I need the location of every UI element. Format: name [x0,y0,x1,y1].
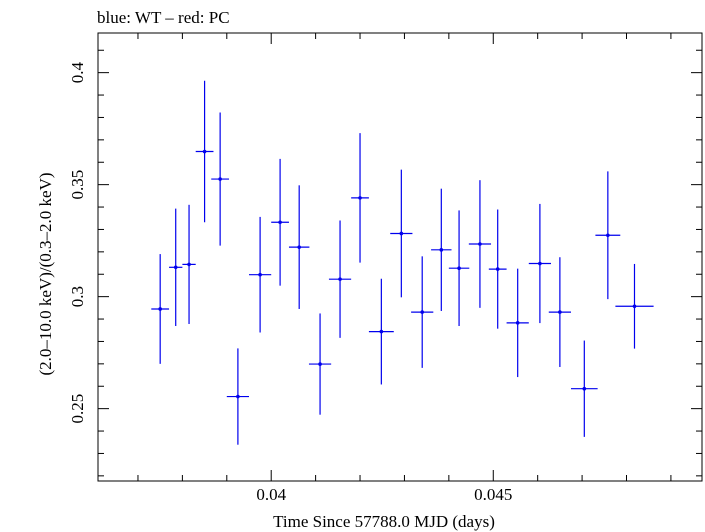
plot-frame [97,32,703,482]
data-point [390,169,413,298]
point-marker [236,394,240,399]
point-marker [358,196,362,200]
data-point [211,112,230,246]
point-marker [538,261,542,266]
data-point [528,203,551,324]
data-point [411,256,434,368]
point-marker [187,262,191,267]
data-point [226,348,249,445]
data-point [431,188,452,311]
point-marker [632,304,637,309]
point-marker [478,242,482,246]
y-tick-label: 0.35 [68,170,87,200]
data-point [615,263,654,349]
data-point [368,278,394,385]
x-tick-label: 0.04 [256,485,286,504]
point-marker [258,272,262,277]
data-point [249,216,272,333]
data-point [182,204,196,324]
point-marker [582,386,587,391]
point-marker [457,266,461,271]
y-tick-label: 0.25 [68,394,87,424]
y-tick-label: 0.4 [68,62,87,84]
chart-title: blue: WT – red: PC [97,8,230,27]
data-point [328,220,352,338]
data-point [468,180,492,308]
data-point [506,268,529,378]
data-point [570,340,598,437]
point-marker [173,265,178,270]
data-points [151,80,654,445]
point-marker [158,307,162,311]
point-marker [399,231,404,236]
data-point [151,254,170,364]
point-marker [278,220,282,225]
data-point [448,210,470,326]
point-marker [439,248,444,252]
axis-tick-labels: 0.04 0.045 0.25 0.3 0.35 0.4 [68,62,512,504]
point-marker [379,329,384,334]
point-marker [558,310,562,314]
point-marker [218,177,222,181]
point-marker [495,267,500,271]
point-marker [202,149,207,154]
point-marker [318,362,322,366]
data-point [195,80,214,223]
data-point [271,158,289,286]
point-marker [420,310,425,314]
data-point [308,313,332,415]
x-axis-label: Time Since 57788.0 MJD (days) [273,512,495,531]
y-axis-label: (2.0–10.0 keV)/(0.3–2.0 keV) [36,172,55,375]
point-marker [297,245,301,249]
y-tick-label: 0.3 [68,286,87,307]
x-tick-label: 0.045 [474,485,512,504]
data-point [169,208,183,326]
point-marker [606,233,610,238]
data-point [595,171,621,300]
point-marker [515,321,520,325]
data-point [351,133,369,263]
data-point [488,209,507,329]
axis-ticks [98,33,702,481]
data-point [548,257,571,367]
data-point [288,185,310,309]
point-marker [338,277,342,281]
